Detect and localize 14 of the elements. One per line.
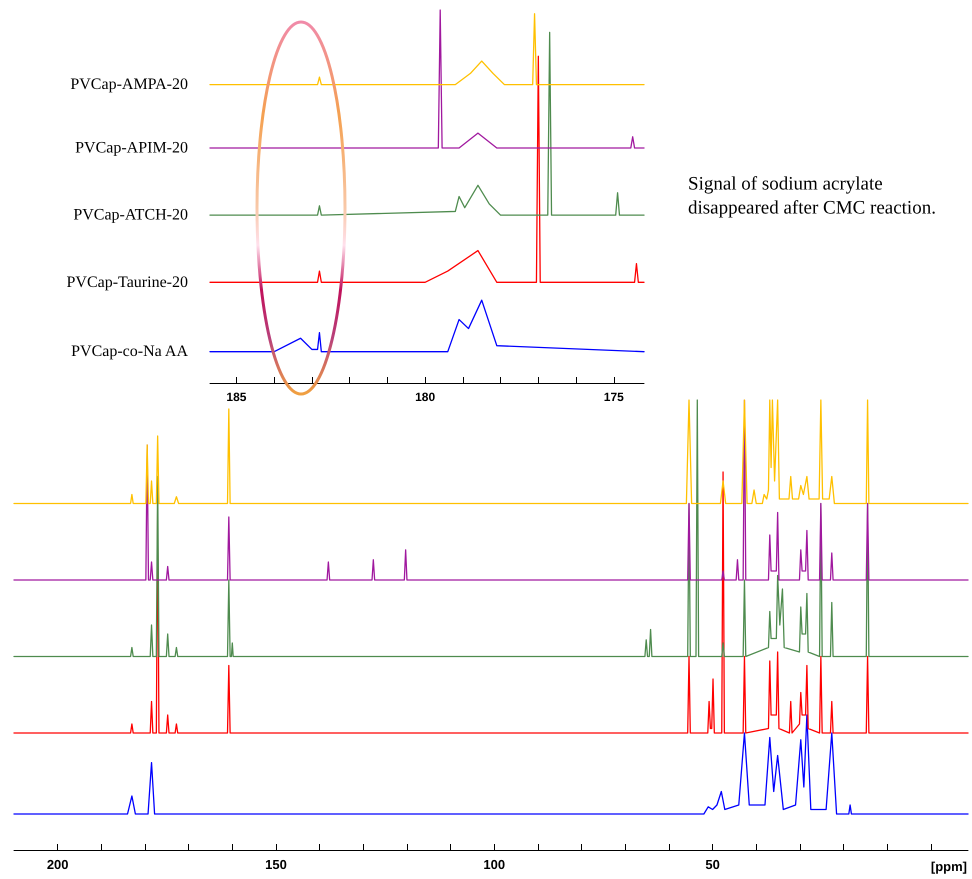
x-tick-label: 175 [604, 390, 624, 404]
series-label: PVCap-Taurine-20 [66, 274, 188, 291]
series-label: PVCap-ATCH-20 [73, 206, 188, 224]
text: Signal of sodium acrylate disappeared after CMC reaction. [688, 174, 936, 218]
series-label: PVCap-APIM-20 [75, 140, 188, 157]
x-tick-label: 100 [483, 857, 506, 872]
x-tick-label: 50 [705, 857, 720, 872]
x-tick-label: 185 [226, 390, 247, 404]
x-tick-label: 200 [46, 857, 69, 872]
series-label: PVCap-AMPA-20 [70, 76, 188, 94]
x-tick-label: 150 [265, 857, 287, 872]
x-axis-title: [ppm] [930, 859, 967, 874]
series-label: PVCap-co-Na AA [71, 343, 188, 360]
x-tick-label: 180 [415, 390, 436, 404]
